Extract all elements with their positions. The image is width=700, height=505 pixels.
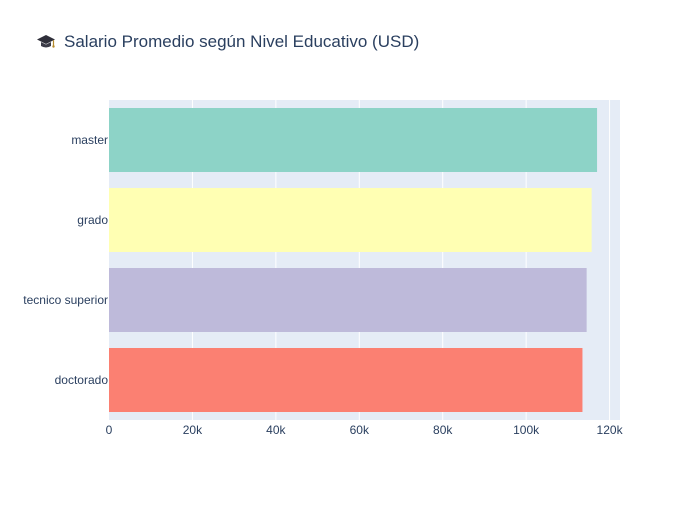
x-tick-label: 120k (597, 423, 624, 437)
bar-doctorado (109, 348, 583, 412)
x-tick-label: 80k (433, 423, 453, 437)
x-tick-label: 40k (266, 423, 286, 437)
x-tick-label: 0 (106, 423, 113, 437)
x-tick-label: 60k (350, 423, 370, 437)
bar-master (109, 108, 598, 172)
graduation-cap-icon (37, 35, 55, 48)
y-tick-label: master (71, 133, 108, 147)
x-axis: 0 20k 40k 60k 80k 100k 120k (106, 423, 624, 437)
y-tick-label: tecnico superior (23, 293, 108, 307)
x-tick-label: 20k (183, 423, 203, 437)
y-tick-label: grado (77, 213, 108, 227)
chart-title-container: Salario Promedio según Nivel Educativo (… (36, 32, 419, 52)
x-tick-label: 100k (513, 423, 540, 437)
y-axis: master grado tecnico superior doctorado (23, 133, 108, 387)
bar-layer (109, 108, 598, 412)
y-tick-label: doctorado (55, 373, 109, 387)
bar-tecnico-superior (109, 268, 587, 332)
bar-grado (109, 188, 592, 252)
chart-title: Salario Promedio según Nivel Educativo (… (64, 32, 420, 51)
